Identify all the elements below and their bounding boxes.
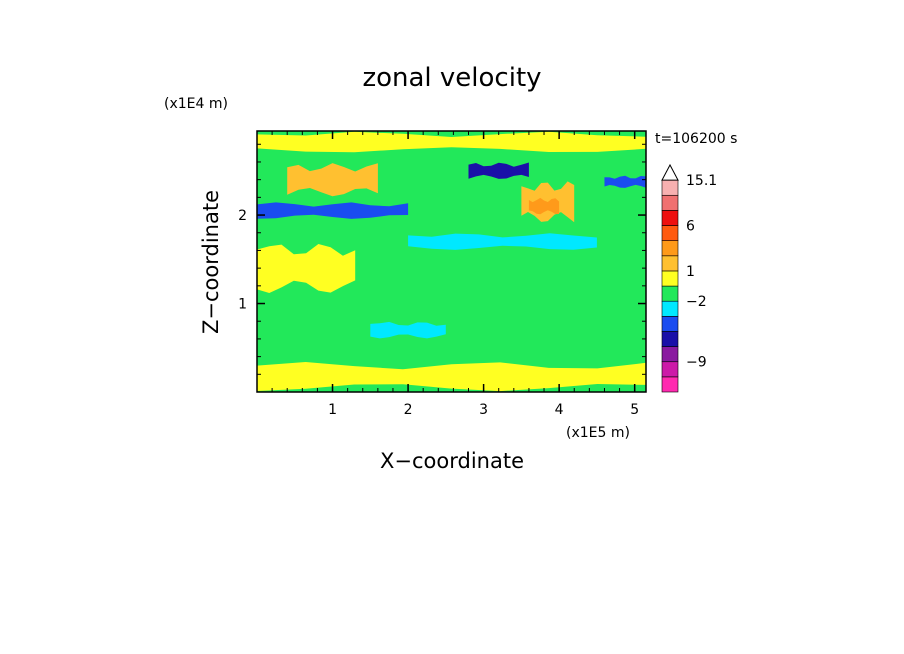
colorbar-segment — [661, 346, 679, 363]
field-region — [604, 175, 646, 188]
field-region — [370, 321, 446, 339]
colorbar-label: 6 — [686, 219, 695, 235]
colorbar-segment — [661, 194, 679, 211]
colorbar-label: 1 — [686, 264, 695, 280]
y-scale-label: (x1E4 m) — [164, 96, 228, 112]
x-tick-label: 5 — [630, 402, 639, 418]
field-region — [257, 244, 356, 293]
colorbar-segment — [661, 331, 679, 347]
colorbar-legend: −9 −2 1 6 15.1 — [661, 163, 717, 393]
y-tick-label: 1 — [238, 297, 247, 313]
chart-title: zonal velocity — [362, 63, 541, 93]
x-axis-title: X−coordinate — [380, 449, 524, 473]
colorbar-segment — [661, 225, 679, 241]
x-tick-label: 2 — [404, 402, 413, 418]
field-region — [257, 202, 409, 219]
field-region — [528, 197, 560, 215]
time-label: t=106200 s — [655, 131, 737, 147]
colorbar-arrow — [661, 163, 679, 181]
colorbar-segment — [661, 179, 679, 196]
y-tick-label: 2 — [238, 208, 247, 224]
field-region — [468, 162, 529, 179]
colorbar-segment — [661, 361, 679, 378]
x-tick-label: 3 — [479, 402, 488, 418]
y-axis-title: Z−coordinate — [199, 190, 223, 334]
x-axis-ticks: 1 2 3 4 5 — [271, 131, 639, 418]
colorbar-label: −9 — [686, 355, 707, 371]
x-tick-label: 4 — [555, 402, 564, 418]
colorbar-segment — [661, 300, 679, 317]
x-scale-label: (x1E5 m) — [566, 425, 630, 441]
field-region — [408, 233, 597, 250]
colorbar-segment — [661, 316, 679, 332]
velocity-field — [257, 131, 646, 392]
colorbar-segment — [661, 270, 679, 287]
plot-frame — [256, 130, 647, 393]
field-region — [287, 163, 378, 197]
colorbar-segment — [661, 376, 679, 393]
colorbar-label: −2 — [686, 294, 707, 310]
colorbar-segment — [661, 210, 679, 226]
colorbar-segment — [661, 285, 679, 302]
y-axis-ticks: 12 — [238, 143, 646, 375]
field-region — [257, 362, 646, 392]
colorbar-segment — [661, 255, 679, 272]
x-tick-label: 1 — [328, 402, 337, 418]
field-region — [257, 131, 646, 153]
colorbar-label: 15.1 — [686, 173, 717, 189]
colorbar-segment — [661, 240, 679, 257]
